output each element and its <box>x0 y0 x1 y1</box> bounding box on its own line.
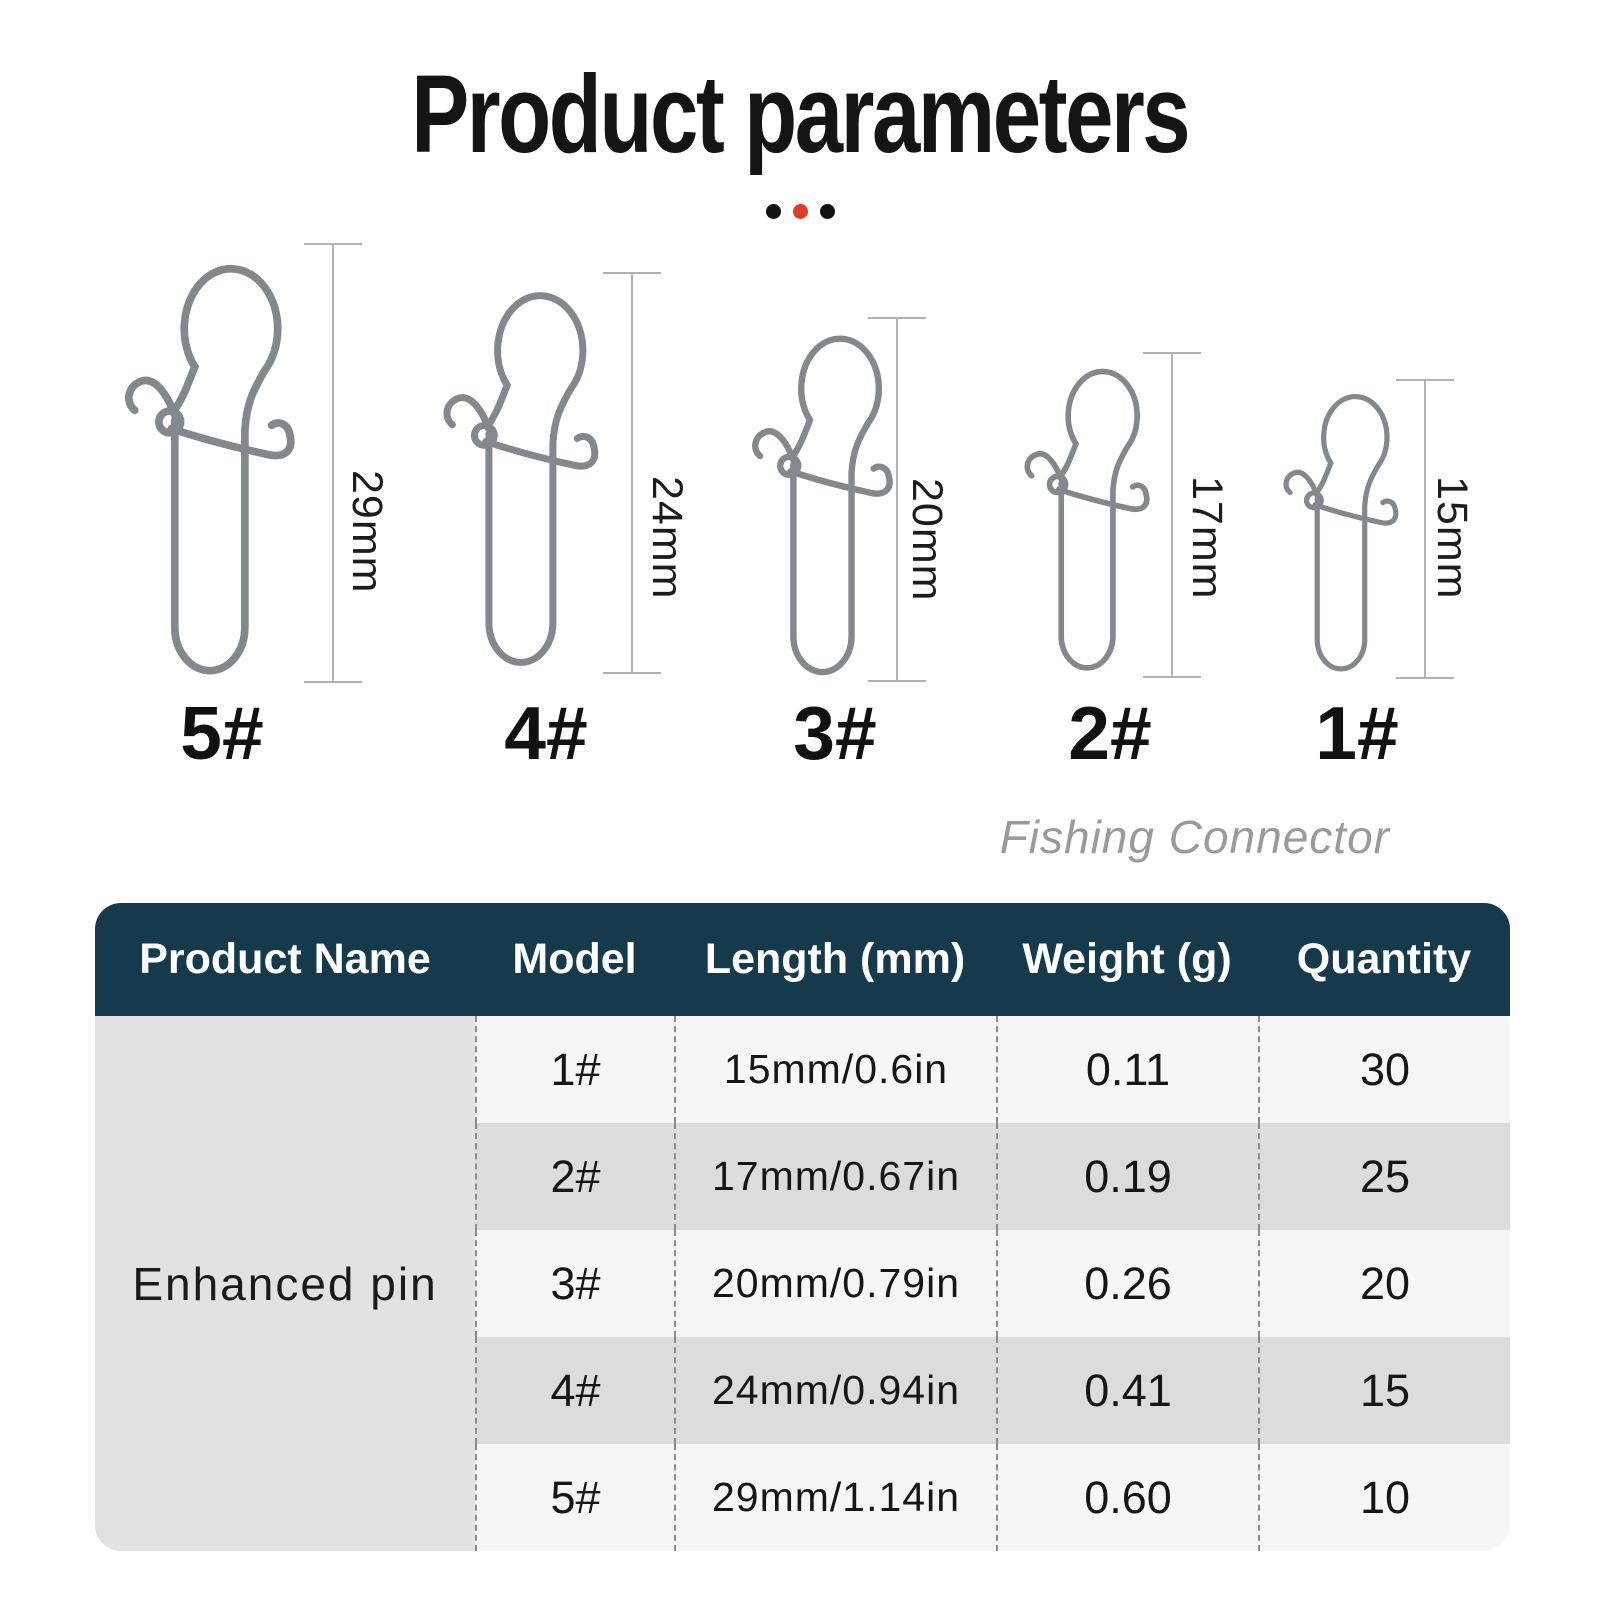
table-cell-weight: 0.41 <box>996 1337 1258 1444</box>
table-cell-length: 24mm/0.94in <box>674 1337 996 1444</box>
header-cell-product-name: Product Name <box>95 903 475 1016</box>
dimension-label: 15mm <box>1428 476 1476 600</box>
measure-line-29mm <box>304 243 362 683</box>
header-cell-length: Length (mm) <box>674 903 996 1016</box>
snap-clip-drawing-5 <box>108 243 325 681</box>
table-cell-weight: 0.60 <box>996 1444 1258 1551</box>
dimension-label: 17mm <box>1183 476 1231 600</box>
table-cell-model: 1# <box>475 1016 674 1123</box>
header-cell-quantity: Quantity <box>1258 903 1510 1016</box>
measure-line-17mm <box>1143 352 1201 678</box>
table-cell-weight: 0.19 <box>996 1123 1258 1230</box>
table-cell-model: 2# <box>475 1123 674 1230</box>
measure-line-15mm <box>1396 379 1454 679</box>
table-cell-quantity: 25 <box>1258 1123 1510 1230</box>
model-label: 3# <box>793 691 877 775</box>
table-cell-quantity: 15 <box>1258 1337 1510 1444</box>
figure-caption: Fishing Connector <box>999 811 1390 863</box>
dimension-label: 29mm <box>343 470 391 594</box>
table-cell-quantity: 30 <box>1258 1016 1510 1123</box>
table-cell-length: 29mm/1.14in <box>674 1444 996 1551</box>
header-cell-model: Model <box>475 903 674 1016</box>
table-cell-quantity: 20 <box>1258 1230 1510 1337</box>
model-label: 4# <box>504 691 588 775</box>
page-title-wrap: Product parameters <box>0 52 1600 176</box>
table-cell-quantity: 10 <box>1258 1444 1510 1551</box>
header-cell-weight: Weight (g) <box>996 903 1258 1016</box>
table-cell-length: 17mm/0.67in <box>674 1123 996 1230</box>
table-cell-length: 20mm/0.79in <box>674 1230 996 1337</box>
table-cell-weight: 0.26 <box>996 1230 1258 1337</box>
section-divider-dots <box>0 204 1600 219</box>
table-cell-weight: 0.11 <box>996 1016 1258 1123</box>
spec-table: Product Name Model Length (mm) Weight (g… <box>95 903 1510 1551</box>
table-cell-length: 15mm/0.6in <box>674 1016 996 1123</box>
dot-icon <box>819 204 835 219</box>
table-cell-model: 4# <box>475 1337 674 1444</box>
measure-line-24mm <box>603 272 661 674</box>
model-label: 5# <box>180 691 264 775</box>
table-cell-model: 3# <box>475 1230 674 1337</box>
dimension-label: 24mm <box>643 476 691 600</box>
dot-icon <box>765 204 781 219</box>
table-cell-model: 5# <box>475 1444 674 1551</box>
model-label: 1# <box>1315 691 1399 775</box>
dimension-label: 20mm <box>903 478 951 602</box>
snap-clip-drawing-4 <box>428 272 626 672</box>
page-title: Product parameters <box>411 53 1191 176</box>
dot-icon-red <box>792 204 808 219</box>
measure-line-20mm <box>868 317 926 682</box>
model-label: 2# <box>1068 691 1152 775</box>
product-name-cell: Enhanced pin <box>95 1016 475 1551</box>
